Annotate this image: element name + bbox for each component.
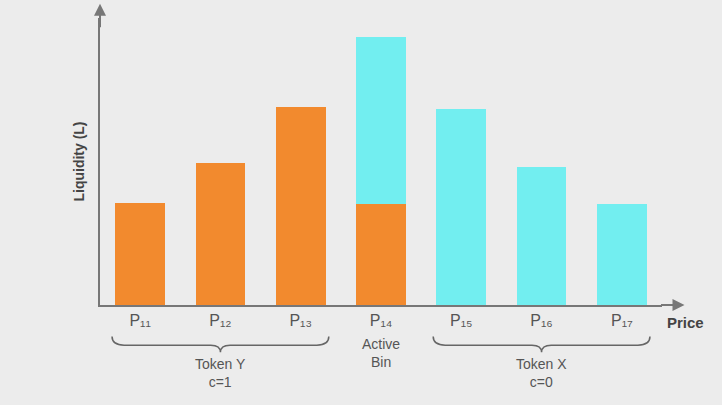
svg-text:Liquidity (L): Liquidity (L) bbox=[71, 121, 87, 201]
svg-text:P₁₁: P₁₁ bbox=[129, 312, 150, 329]
svg-text:Token Yc=1: Token Yc=1 bbox=[195, 356, 246, 390]
svg-text:P₁₅: P₁₅ bbox=[450, 312, 473, 329]
svg-text:P₁₃: P₁₃ bbox=[289, 312, 312, 329]
svg-text:P₁₇: P₁₇ bbox=[611, 312, 633, 329]
svg-text:P₁₄: P₁₄ bbox=[370, 312, 393, 329]
svg-text:ActiveBin: ActiveBin bbox=[362, 336, 400, 370]
svg-text:P₁₂: P₁₂ bbox=[209, 312, 231, 329]
svg-text:Price: Price bbox=[667, 314, 704, 331]
svg-text:Token Xc=0: Token Xc=0 bbox=[516, 356, 567, 390]
svg-text:P₁₆: P₁₆ bbox=[530, 312, 553, 329]
